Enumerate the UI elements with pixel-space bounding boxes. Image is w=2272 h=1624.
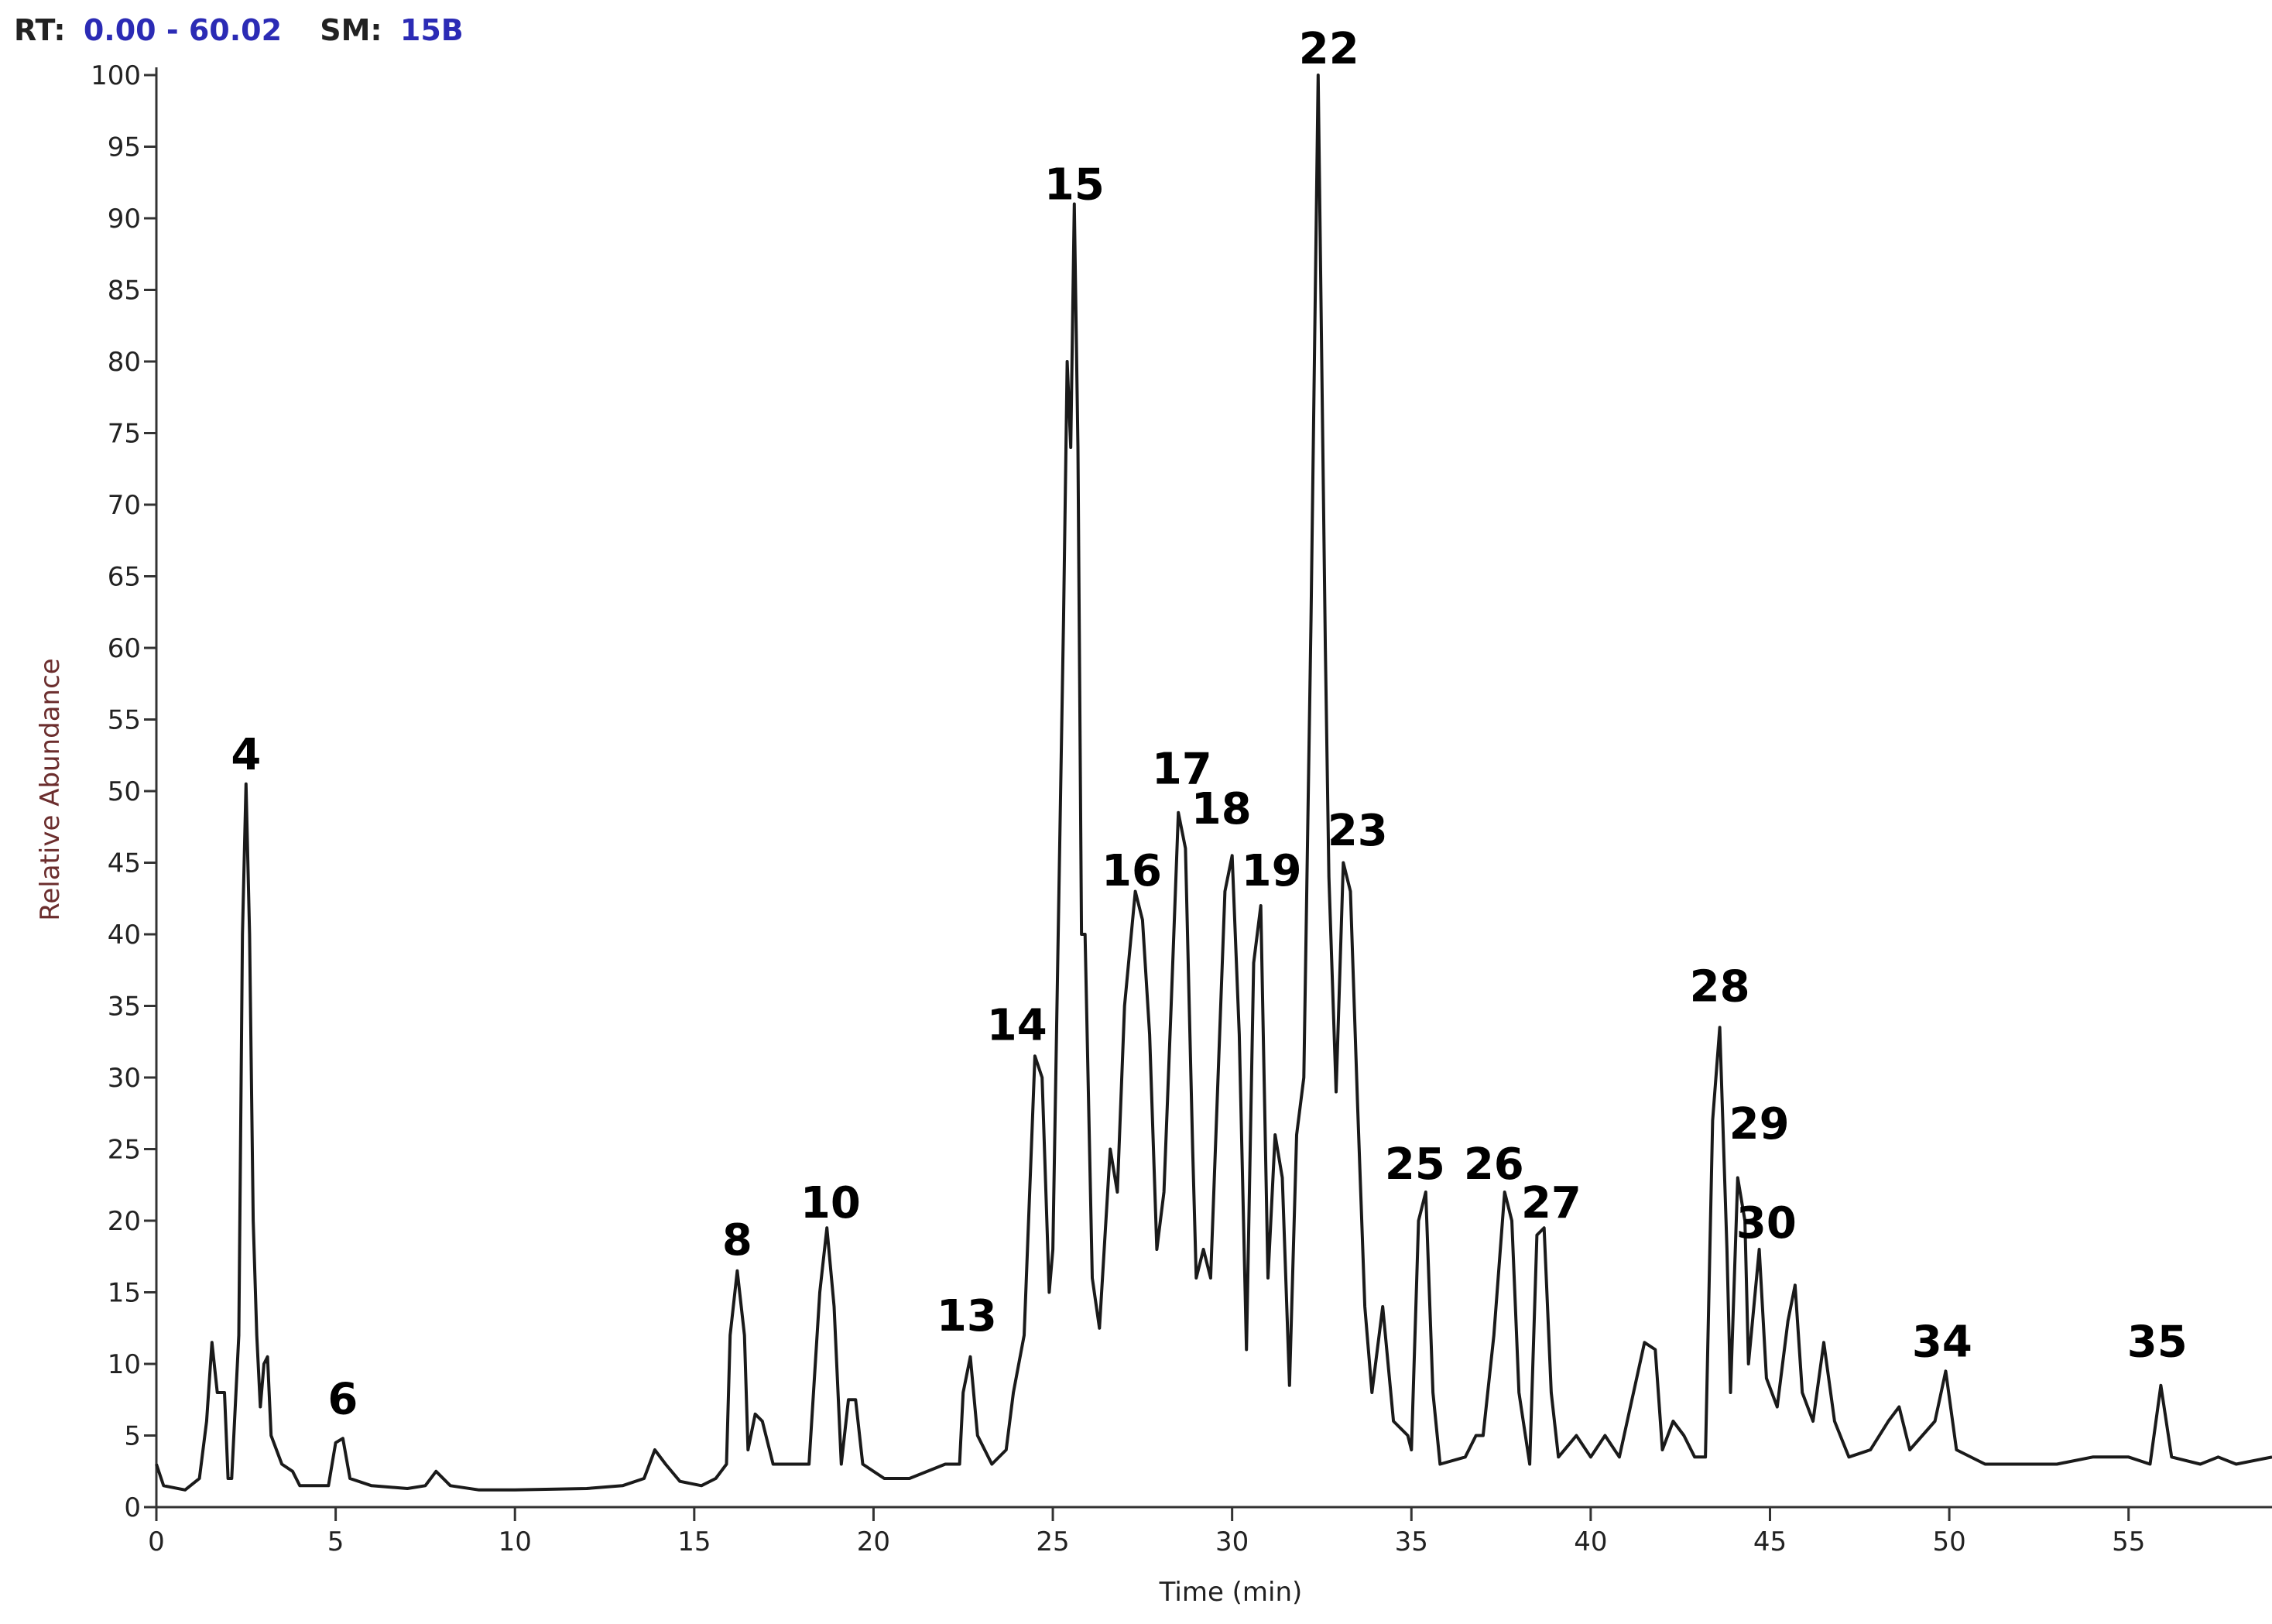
peak-label: 8 bbox=[722, 1215, 752, 1266]
x-tick-label: 20 bbox=[857, 1526, 890, 1557]
x-axis-label: Time (min) bbox=[1159, 1577, 1303, 1608]
sm-value: 15B bbox=[400, 13, 464, 47]
header: RT: 0.00 - 60.02 SM: 15B bbox=[14, 13, 464, 47]
peak-label: 34 bbox=[1912, 1317, 1972, 1367]
y-tick-label: 90 bbox=[108, 204, 141, 235]
peak-label: 6 bbox=[327, 1374, 358, 1424]
y-tick-label: 70 bbox=[108, 490, 141, 521]
peak-label: 13 bbox=[937, 1291, 997, 1341]
x-tick-label: 35 bbox=[1395, 1526, 1428, 1557]
x-tick-label: 15 bbox=[677, 1526, 711, 1557]
peak-label: 18 bbox=[1191, 784, 1252, 834]
peak-label: 27 bbox=[1521, 1178, 1581, 1228]
peak-label: 29 bbox=[1729, 1099, 1790, 1149]
y-tick-label: 80 bbox=[108, 347, 141, 378]
peak-label: 35 bbox=[2127, 1317, 2188, 1367]
y-tick-label: 25 bbox=[108, 1135, 141, 1166]
peak-label: 25 bbox=[1385, 1139, 1445, 1190]
y-tick-label: 50 bbox=[108, 776, 141, 807]
rt-value: 0.00 - 60.02 bbox=[84, 13, 282, 47]
peak-label: 26 bbox=[1464, 1139, 1524, 1190]
y-tick-label: 40 bbox=[108, 920, 141, 951]
peak-label: 14 bbox=[987, 1001, 1047, 1051]
x-tick-label: 0 bbox=[148, 1526, 165, 1557]
x-tick-label: 10 bbox=[499, 1526, 532, 1557]
peak-label: 30 bbox=[1736, 1198, 1797, 1249]
peak-label: 28 bbox=[1690, 962, 1750, 1012]
x-tick-label: 25 bbox=[1036, 1526, 1069, 1557]
y-tick-label: 55 bbox=[108, 705, 141, 736]
y-tick-label: 100 bbox=[91, 60, 141, 91]
peak-label: 4 bbox=[231, 730, 261, 780]
y-tick-label: 20 bbox=[108, 1206, 141, 1237]
x-tick-label: 5 bbox=[327, 1526, 344, 1557]
y-tick-label: 85 bbox=[108, 276, 141, 307]
peak-label: 23 bbox=[1328, 806, 1388, 856]
peak-label: 22 bbox=[1299, 24, 1359, 74]
y-tick-label: 30 bbox=[108, 1063, 141, 1094]
peak-label: 10 bbox=[800, 1178, 861, 1228]
y-tick-label: 60 bbox=[108, 633, 141, 664]
sm-label: SM: bbox=[320, 13, 382, 47]
y-tick-label: 45 bbox=[108, 848, 141, 879]
rt-label: RT: bbox=[14, 13, 66, 47]
y-tick-label: 95 bbox=[108, 132, 141, 163]
y-tick-label: 10 bbox=[108, 1349, 141, 1380]
x-tick-label: 30 bbox=[1215, 1526, 1249, 1557]
peak-label: 17 bbox=[1152, 744, 1212, 794]
y-tick-label: 0 bbox=[124, 1492, 141, 1523]
y-tick-label: 35 bbox=[108, 992, 141, 1023]
y-axis-label: Relative Abundance bbox=[35, 658, 66, 920]
y-tick-label: 5 bbox=[124, 1421, 141, 1452]
y-tick-label: 75 bbox=[108, 419, 141, 450]
trace bbox=[155, 74, 2272, 1492]
y-tick-label: 15 bbox=[108, 1278, 141, 1309]
x-tick-label: 50 bbox=[1932, 1526, 1965, 1557]
peak-label: 19 bbox=[1242, 846, 1302, 896]
x-tick-label: 40 bbox=[1574, 1526, 1607, 1557]
peak-label: 15 bbox=[1044, 160, 1105, 211]
y-tick-label: 65 bbox=[108, 562, 141, 593]
x-tick-label: 55 bbox=[2112, 1526, 2145, 1557]
x-tick-label: 45 bbox=[1753, 1526, 1787, 1557]
peak-label: 16 bbox=[1102, 846, 1162, 896]
